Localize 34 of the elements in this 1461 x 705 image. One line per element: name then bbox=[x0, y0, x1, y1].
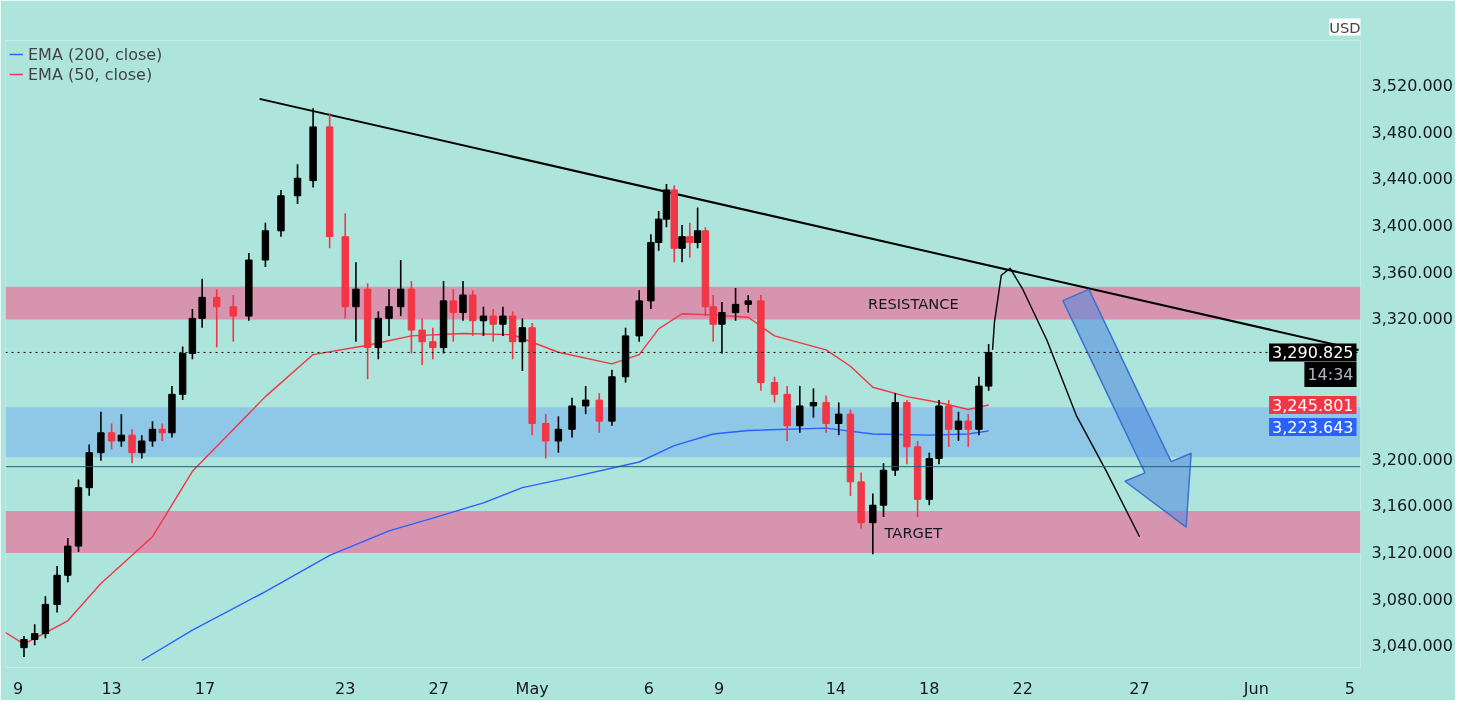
y-tick-label: 3,120.000 bbox=[1371, 542, 1453, 562]
x-tick-label: 9 bbox=[713, 678, 725, 698]
annotation: 3,223.643 bbox=[1272, 418, 1354, 438]
x-tick-label: 27 bbox=[428, 678, 449, 698]
x-tick-label: 27 bbox=[1129, 678, 1150, 698]
x-tick-label: 5 bbox=[1344, 678, 1355, 698]
x-tick-label: 6 bbox=[643, 678, 655, 698]
annotation: 14:34 bbox=[1307, 364, 1354, 384]
y-tick-label: 3,160.000 bbox=[1371, 496, 1453, 516]
annotation: 3,245.801 bbox=[1272, 396, 1354, 416]
y-tick-label: 3,200.000 bbox=[1371, 449, 1453, 469]
x-tick-label: 9 bbox=[13, 678, 24, 698]
y-tick-label: 3,480.000 bbox=[1371, 122, 1453, 142]
y-tick-label: 3,520.000 bbox=[1371, 75, 1453, 95]
band-label: RESISTANCE bbox=[868, 294, 959, 312]
ref-line-label: 3,290.825 bbox=[1272, 343, 1354, 363]
y-tick-label: 3,080.000 bbox=[1371, 589, 1453, 609]
x-tick-label: 13 bbox=[101, 678, 122, 698]
x-tick-label: 17 bbox=[194, 678, 216, 698]
y-tick-label: 3,400.000 bbox=[1371, 215, 1453, 235]
x-tick-label: Jun bbox=[1242, 678, 1269, 698]
y-tick-label: 3,040.000 bbox=[1371, 636, 1453, 656]
text: USD bbox=[1329, 18, 1361, 36]
y-tick-label: 3,360.000 bbox=[1371, 262, 1453, 282]
x-tick-label: 18 bbox=[919, 678, 940, 698]
legend-label: EMA (50, close) bbox=[28, 64, 153, 84]
y-tick-label: 3,440.000 bbox=[1371, 169, 1453, 189]
y-tick-label: 3,320.000 bbox=[1371, 309, 1453, 329]
band-label: TARGET bbox=[883, 523, 943, 541]
x-tick-label: 22 bbox=[1012, 678, 1033, 698]
x-tick-label: 23 bbox=[335, 678, 356, 698]
x-tick-label: 14 bbox=[825, 678, 847, 698]
legend-label: EMA (200, close) bbox=[28, 44, 163, 64]
x-tick-label: May bbox=[515, 678, 549, 698]
